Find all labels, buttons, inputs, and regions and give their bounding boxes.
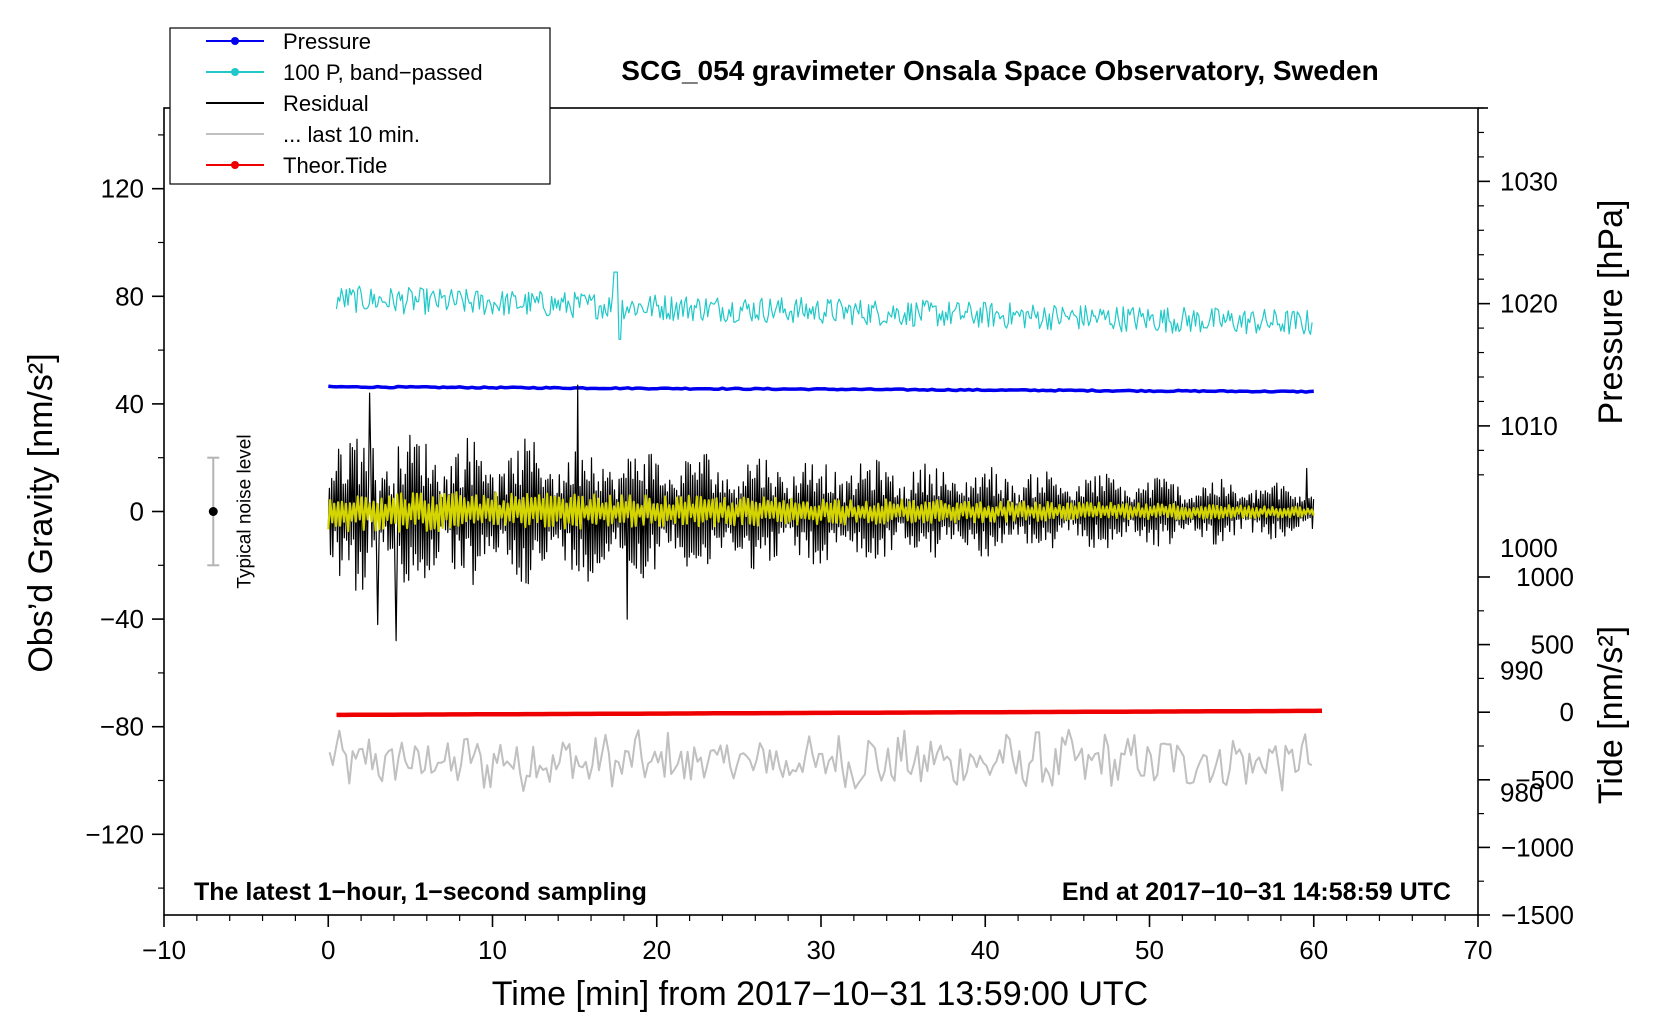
x-tick-label: −10	[142, 935, 186, 965]
pressure-tick-label: 1010	[1500, 411, 1558, 441]
legend-label: Theor.Tide	[283, 153, 387, 178]
y-tick-label-left: −120	[85, 819, 144, 849]
legend-marker	[231, 37, 239, 45]
ticks-layer: −10 0 10 20 30 40 50 60 70−120−80−40040801209809…	[85, 107, 1574, 965]
x-tick-label: 50	[1135, 935, 1164, 965]
legend-marker	[231, 161, 239, 169]
y-axis-title-left: Obs’d Gravity [nm/s²]	[22, 353, 60, 672]
series-layer	[327, 271, 1323, 792]
legend-label: 100 P, band−passed	[283, 60, 483, 85]
pressure-tick-label: 1020	[1500, 289, 1558, 319]
pressure-tick-label: 980	[1500, 778, 1543, 808]
pressure-tick-label: 1030	[1500, 166, 1558, 196]
y-tick-label-left: −80	[100, 712, 144, 742]
pressure-tick-label: 990	[1500, 655, 1543, 685]
tide-tick-label: 500	[1531, 630, 1574, 660]
tide-tick-label: −1500	[1501, 900, 1574, 930]
legend-label: ... last 10 min.	[283, 122, 420, 147]
annotation-sampling: The latest 1−hour, 1−second sampling	[194, 878, 647, 906]
y-tick-label-left: −40	[100, 604, 144, 634]
tide-tick-label: 1000	[1516, 562, 1574, 592]
x-axis-title: Time [min] from 2017−10−31 13:59:00 UTC	[492, 975, 1148, 1013]
y-tick-label-left: 80	[115, 281, 144, 311]
x-tick-label: 30	[807, 935, 836, 965]
tide-tick-label: 0	[1560, 697, 1574, 727]
x-tick-label: 60	[1299, 935, 1328, 965]
series-last-10-min	[328, 728, 1313, 792]
series-pressure	[328, 384, 1314, 394]
noise-center-dot	[208, 507, 218, 516]
y-tick-label-left: 120	[101, 174, 144, 204]
tide-tick-label: −500	[1515, 765, 1574, 795]
legend-box	[169, 27, 551, 185]
annotation-end-time: End at 2017−10−31 14:58:59 UTC	[1062, 878, 1451, 906]
series-residual-smoothed	[327, 491, 1315, 533]
y-tick-label-left: 40	[115, 389, 144, 419]
chart-title: SCG_054 gravimeter Onsala Space Observat…	[621, 55, 1378, 86]
legend-label: Residual	[283, 91, 369, 116]
x-tick-label: 20	[642, 935, 671, 965]
y-tick-label-left: 0	[130, 497, 144, 527]
series-theor-tide	[336, 708, 1323, 718]
legend-marker	[231, 68, 239, 76]
series-pressure-band-passed	[335, 271, 1313, 340]
x-tick-label: 40	[971, 935, 1000, 965]
y-axis-title-tide: Tide [nm/s²]	[1592, 626, 1630, 804]
x-tick-label: 0	[321, 935, 335, 965]
y-axis-title-pressure: Pressure [hPa]	[1592, 200, 1630, 425]
noise-indicator: Typical noise level	[207, 434, 255, 589]
noise-label: Typical noise level	[234, 434, 255, 588]
tide-tick-label: −1000	[1501, 832, 1574, 862]
legend: Pressure 100 P, band−passed Residual ... la…	[169, 27, 551, 185]
legend-label: Pressure	[283, 29, 371, 54]
pressure-tick-label: 1000	[1500, 533, 1558, 563]
x-tick-label: 70	[1464, 935, 1493, 965]
x-tick-label: 10	[478, 935, 507, 965]
